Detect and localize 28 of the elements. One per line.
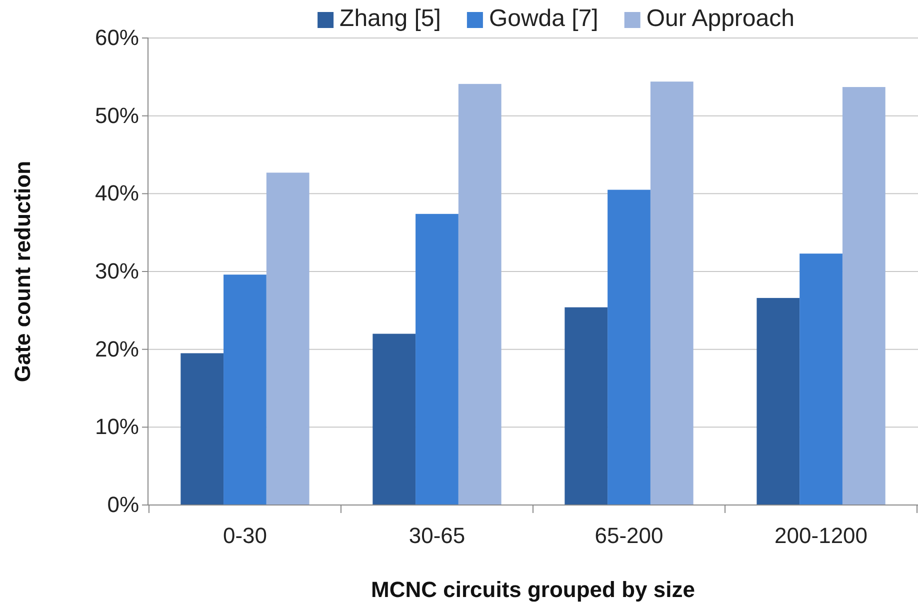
x-axis-title: MCNC circuits grouped by size xyxy=(371,577,695,602)
legend-label: Our Approach xyxy=(646,5,794,32)
x-tick-label: 200-1200 xyxy=(774,523,868,548)
x-tick-label: 65-200 xyxy=(594,523,664,548)
bar xyxy=(180,353,224,505)
bar xyxy=(266,172,310,505)
x-tick-label: 0-30 xyxy=(222,523,267,548)
bar xyxy=(372,334,416,505)
y-tick-label: 0% xyxy=(107,492,139,518)
bar xyxy=(224,274,266,505)
y-tick-label: 20% xyxy=(94,336,139,362)
y-tick-label: 60% xyxy=(94,25,139,50)
x-tick-label: 30-65 xyxy=(408,523,466,548)
bar xyxy=(608,190,650,505)
y-tick-label: 30% xyxy=(94,258,139,284)
legend-label: Gowda [7] xyxy=(488,5,598,32)
bar xyxy=(416,214,458,505)
y-tick-label: 50% xyxy=(94,102,139,128)
y-tick-label: 10% xyxy=(94,414,139,440)
bar xyxy=(458,84,502,505)
legend-label: Zhang [5] xyxy=(340,5,441,32)
bar xyxy=(756,298,800,505)
bar xyxy=(842,87,886,505)
bar xyxy=(564,307,608,505)
bar xyxy=(800,254,842,505)
y-axis-title: Gate count reduction xyxy=(10,160,35,382)
bar xyxy=(650,82,694,505)
y-tick-label: 40% xyxy=(94,180,139,206)
